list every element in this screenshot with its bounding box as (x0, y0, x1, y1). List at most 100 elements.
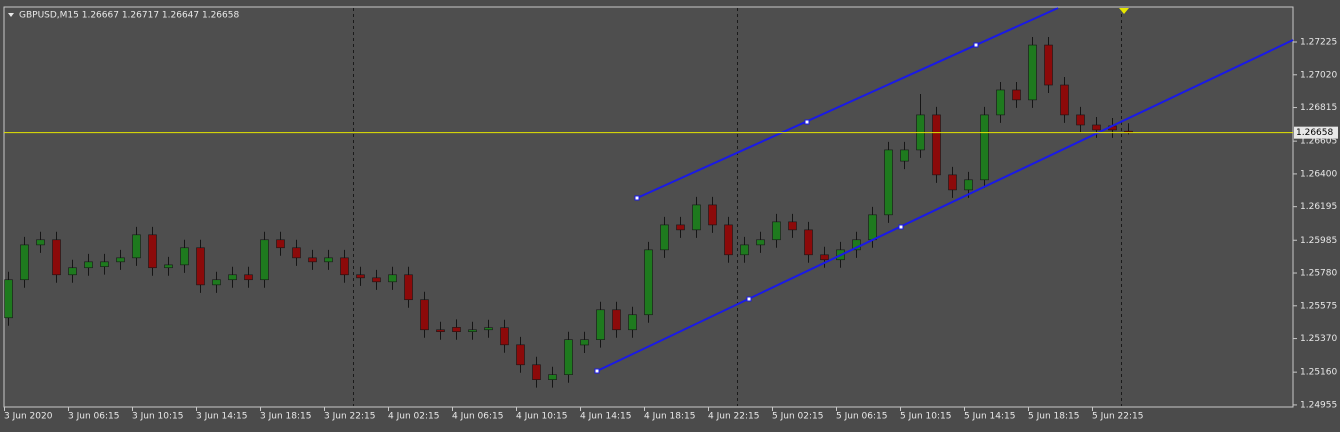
candle-body (20, 244, 29, 281)
candle-body (564, 339, 573, 376)
candle-body (868, 214, 877, 241)
candle-body (964, 179, 973, 191)
candle-body (1044, 44, 1053, 86)
candle-body (788, 221, 797, 231)
candle-body (884, 149, 893, 216)
candle-body (388, 274, 397, 283)
x-tick-label: 5 Jun 06:15 (836, 412, 887, 422)
candle-body (68, 267, 77, 276)
candle-body (308, 257, 317, 263)
candle-body (580, 339, 589, 346)
candle-body (484, 327, 493, 331)
candle-body (180, 247, 189, 266)
channel-upper (636, 7, 1059, 199)
candle-body (1076, 114, 1085, 126)
candle-body (932, 114, 941, 176)
candle-body (980, 114, 989, 181)
y-tick-label: 1.26815 (1300, 103, 1337, 113)
candle-body (516, 344, 525, 366)
anchor (746, 296, 752, 302)
candle-body (4, 279, 13, 319)
plot-area (3, 6, 1294, 408)
y-tick-label: 1.25780 (1300, 269, 1337, 279)
anchor (898, 224, 904, 230)
x-tick-label: 4 Jun 18:15 (644, 412, 695, 422)
anchor (594, 368, 600, 374)
candle-body (84, 261, 93, 269)
candle-body (52, 239, 61, 276)
x-tick-label: 4 Jun 02:15 (388, 412, 439, 422)
candle-body (772, 221, 781, 241)
x-tick-label: 5 Jun 18:15 (1028, 412, 1079, 422)
candle-body (372, 277, 381, 283)
candle-body (500, 327, 509, 346)
x-tick-label: 4 Jun 22:15 (708, 412, 759, 422)
candle-body (820, 254, 829, 261)
candle-body (948, 174, 957, 191)
candle-body (292, 247, 301, 259)
current-price-label: 1.26658 (1296, 128, 1333, 138)
candle-body (436, 329, 445, 333)
x-tick-label: 5 Jun 22:15 (1092, 412, 1143, 422)
candle-body (468, 329, 477, 333)
y-tick-label: 1.25370 (1300, 334, 1337, 344)
anchor (634, 195, 640, 201)
y-tick-label: 1.25160 (1300, 368, 1337, 378)
candle-body (1092, 124, 1101, 131)
channel (594, 7, 1294, 374)
candle-body (756, 239, 765, 246)
candle-body (212, 279, 221, 286)
shift-marker (1119, 8, 1129, 14)
candle-body (548, 374, 557, 380)
candle-body (404, 274, 413, 301)
candle-body (356, 274, 365, 279)
y-tick-label: 1.27020 (1300, 70, 1337, 80)
candle-body (244, 274, 253, 281)
x-tick-label: 3 Jun 06:15 (68, 412, 119, 422)
candle-body (452, 327, 461, 333)
x-tick-label: 3 Jun 22:15 (324, 412, 375, 422)
x-tick-label: 4 Jun 14:15 (580, 412, 631, 422)
candle-body (340, 257, 349, 276)
x-tick-label: 3 Jun 10:15 (132, 412, 183, 422)
x-tick-label: 5 Jun 14:15 (964, 412, 1015, 422)
candle-body (628, 314, 637, 331)
candle-body (324, 257, 333, 263)
menu-arrow (8, 13, 14, 17)
candle-body (708, 204, 717, 226)
current-price-box (1294, 126, 1338, 139)
candle-body (692, 204, 701, 231)
candle-body (420, 299, 429, 331)
candle-body (1028, 44, 1037, 101)
candle-body (612, 309, 621, 331)
anchor (804, 119, 810, 125)
x-tick-label: 3 Jun 14:15 (196, 412, 247, 422)
candle-body (740, 244, 749, 256)
x-tick-label: 4 Jun 06:15 (452, 412, 503, 422)
candle-body (100, 261, 109, 267)
channel-lower (596, 39, 1294, 372)
candle-body (164, 264, 173, 269)
candle-body (36, 239, 45, 246)
candle-body (276, 239, 285, 249)
candle-body (996, 89, 1005, 116)
candle-body (196, 247, 205, 286)
y-tick-label: 1.25575 (1300, 301, 1337, 311)
y-tick-label: 1.26195 (1300, 202, 1337, 212)
candle-body (148, 234, 157, 269)
x-tick-label: 4 Jun 10:15 (516, 412, 567, 422)
y-tick-label: 1.27225 (1300, 38, 1337, 48)
candle-body (1012, 89, 1021, 101)
candle-body (804, 229, 813, 256)
candle-body (596, 309, 605, 340)
candle-body (1060, 84, 1069, 116)
marks (4, 37, 1133, 388)
candle-body (116, 257, 125, 263)
anchor (973, 42, 979, 48)
x-tick-label: 5 Jun 02:15 (772, 412, 823, 422)
candle-body (532, 364, 541, 380)
x-tick-label: 5 Jun 10:15 (900, 412, 951, 422)
candle-body (228, 274, 237, 281)
